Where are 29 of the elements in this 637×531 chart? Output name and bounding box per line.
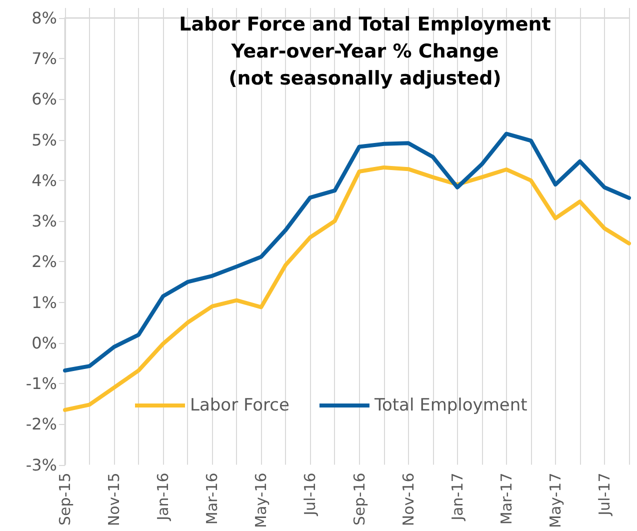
x-tick-label: Nov-15 (105, 472, 124, 526)
x-tick-label: Jul-16 (301, 472, 320, 516)
y-tick-label: -2% (26, 414, 57, 434)
line-series (63, 132, 631, 373)
y-tick-label: -3% (26, 455, 57, 474)
y-tick-label: -1% (26, 374, 57, 394)
y-tick-label: 4% (32, 170, 57, 190)
x-tick-label: Sep-16 (350, 472, 368, 526)
y-tick-label: 3% (32, 212, 57, 231)
legend-label: Total Employment (373, 396, 528, 416)
y-tick-label: 6% (32, 90, 57, 109)
x-tick-label: Sep-15 (56, 472, 74, 526)
y-tick-label: 8% (32, 8, 57, 28)
line-series (63, 165, 631, 412)
y-tick-label: 0% (32, 333, 57, 352)
text: Labor Force and Total Employment Year-over-Year % Change (not seasonally adjusted) (179, 14, 551, 90)
x-tick-label: Nov-16 (399, 472, 418, 526)
x-tick-label: Jan-17 (448, 472, 466, 522)
x-tick-label: May-17 (546, 472, 564, 528)
y-tick-label: 5% (32, 130, 57, 150)
x-tick-label: Jan-16 (154, 472, 172, 522)
x-tick-label: May-16 (252, 472, 270, 528)
x-tick-label: Mar-17 (497, 472, 516, 525)
y-tick-label: 1% (32, 292, 57, 312)
legend-label: Labor Force (190, 396, 290, 416)
x-tick-label: Jul-17 (595, 472, 614, 516)
x-tick-label: Mar-16 (203, 472, 222, 525)
y-tick-label: 7% (32, 49, 57, 68)
y-tick-label: 2% (32, 252, 57, 272)
